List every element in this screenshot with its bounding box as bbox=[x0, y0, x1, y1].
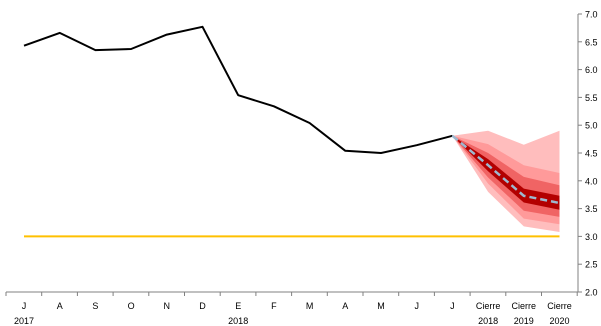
x-tick-label: Cierre bbox=[547, 301, 572, 311]
x-tick-label: F bbox=[271, 301, 277, 311]
x-tick-label: Cierre bbox=[512, 301, 537, 311]
y-tick-label: 2.0 bbox=[585, 288, 598, 298]
x-tick-label: J bbox=[414, 301, 419, 311]
y-tick-label: 7.0 bbox=[585, 10, 598, 20]
y-tick-label: 5.0 bbox=[585, 121, 598, 131]
x-tick-label: D bbox=[199, 301, 206, 311]
y-tick-label: 3.0 bbox=[585, 232, 598, 242]
x-year-label: 2018 bbox=[228, 316, 248, 326]
x-tick-label: S bbox=[92, 301, 98, 311]
y-tick-label: 5.5 bbox=[585, 93, 598, 103]
x-tick-sublabel: 2018 bbox=[478, 316, 498, 326]
x-tick-label: J bbox=[450, 301, 455, 311]
history-line bbox=[24, 27, 452, 153]
x-tick-label: A bbox=[342, 301, 348, 311]
x-tick-sublabel: 2019 bbox=[514, 316, 534, 326]
x-axis-ticks: J A S O N D E F M A M J J Cierre 2018 Cierre 2019 Cierre 2… bbox=[6, 292, 577, 326]
x-tick-label: J bbox=[22, 301, 27, 311]
y-tick-label: 4.5 bbox=[585, 149, 598, 159]
x-year-label: 2017 bbox=[14, 316, 34, 326]
y-tick-label: 6.5 bbox=[585, 37, 598, 47]
x-tick-label: M bbox=[306, 301, 314, 311]
x-tick-label: O bbox=[128, 301, 135, 311]
x-tick-label: A bbox=[57, 301, 63, 311]
x-tick-label: N bbox=[164, 301, 171, 311]
x-tick-label: M bbox=[377, 301, 385, 311]
y-tick-label: 6.0 bbox=[585, 65, 598, 75]
y-tick-label: 4.0 bbox=[585, 176, 598, 186]
y-axis-ticks: 2.0 2.5 3.0 3.5 4.0 4.5 5.0 5.5 6.0 6.5 7.0 bbox=[578, 10, 598, 298]
x-tick-label: E bbox=[235, 301, 241, 311]
y-tick-label: 2.5 bbox=[585, 260, 598, 270]
x-tick-sublabel: 2020 bbox=[549, 316, 569, 326]
y-tick-label: 3.5 bbox=[585, 204, 598, 214]
x-tick-label: Cierre bbox=[476, 301, 501, 311]
